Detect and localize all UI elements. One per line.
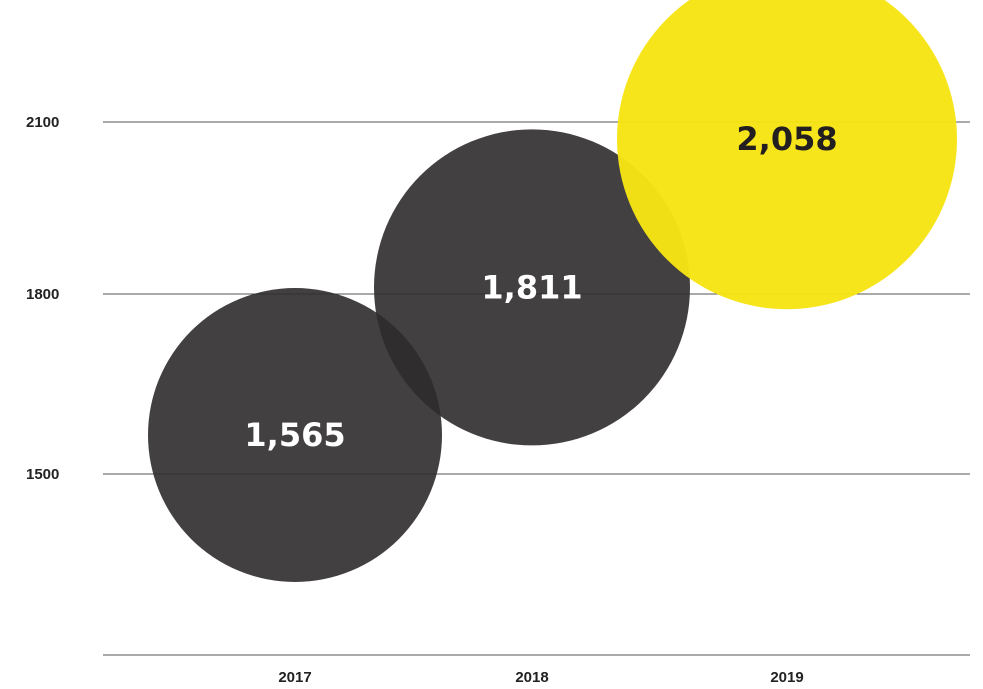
x-tick-label: 2019 — [770, 669, 803, 686]
x-tick-label: 2017 — [278, 669, 311, 686]
bubble-2017 — [148, 288, 442, 582]
value-label-2018: 1,811 — [481, 268, 582, 306]
bubbles: 1,565 1,811 2,058 — [148, 0, 957, 582]
x-tick-label: 2018 — [515, 669, 548, 686]
bubble-2019 — [617, 0, 957, 310]
x-axis-ticks: 2017 2018 2019 — [278, 669, 803, 686]
y-tick-label: 1500 — [26, 466, 59, 483]
value-label-2019: 2,058 — [736, 120, 837, 158]
value-label-2017: 1,565 — [244, 416, 345, 454]
y-tick-label: 2100 — [26, 114, 59, 131]
y-axis-ticks: 2100 1800 1500 — [26, 114, 59, 483]
y-tick-label: 1800 — [26, 286, 59, 303]
bubble-2018 — [374, 129, 690, 446]
